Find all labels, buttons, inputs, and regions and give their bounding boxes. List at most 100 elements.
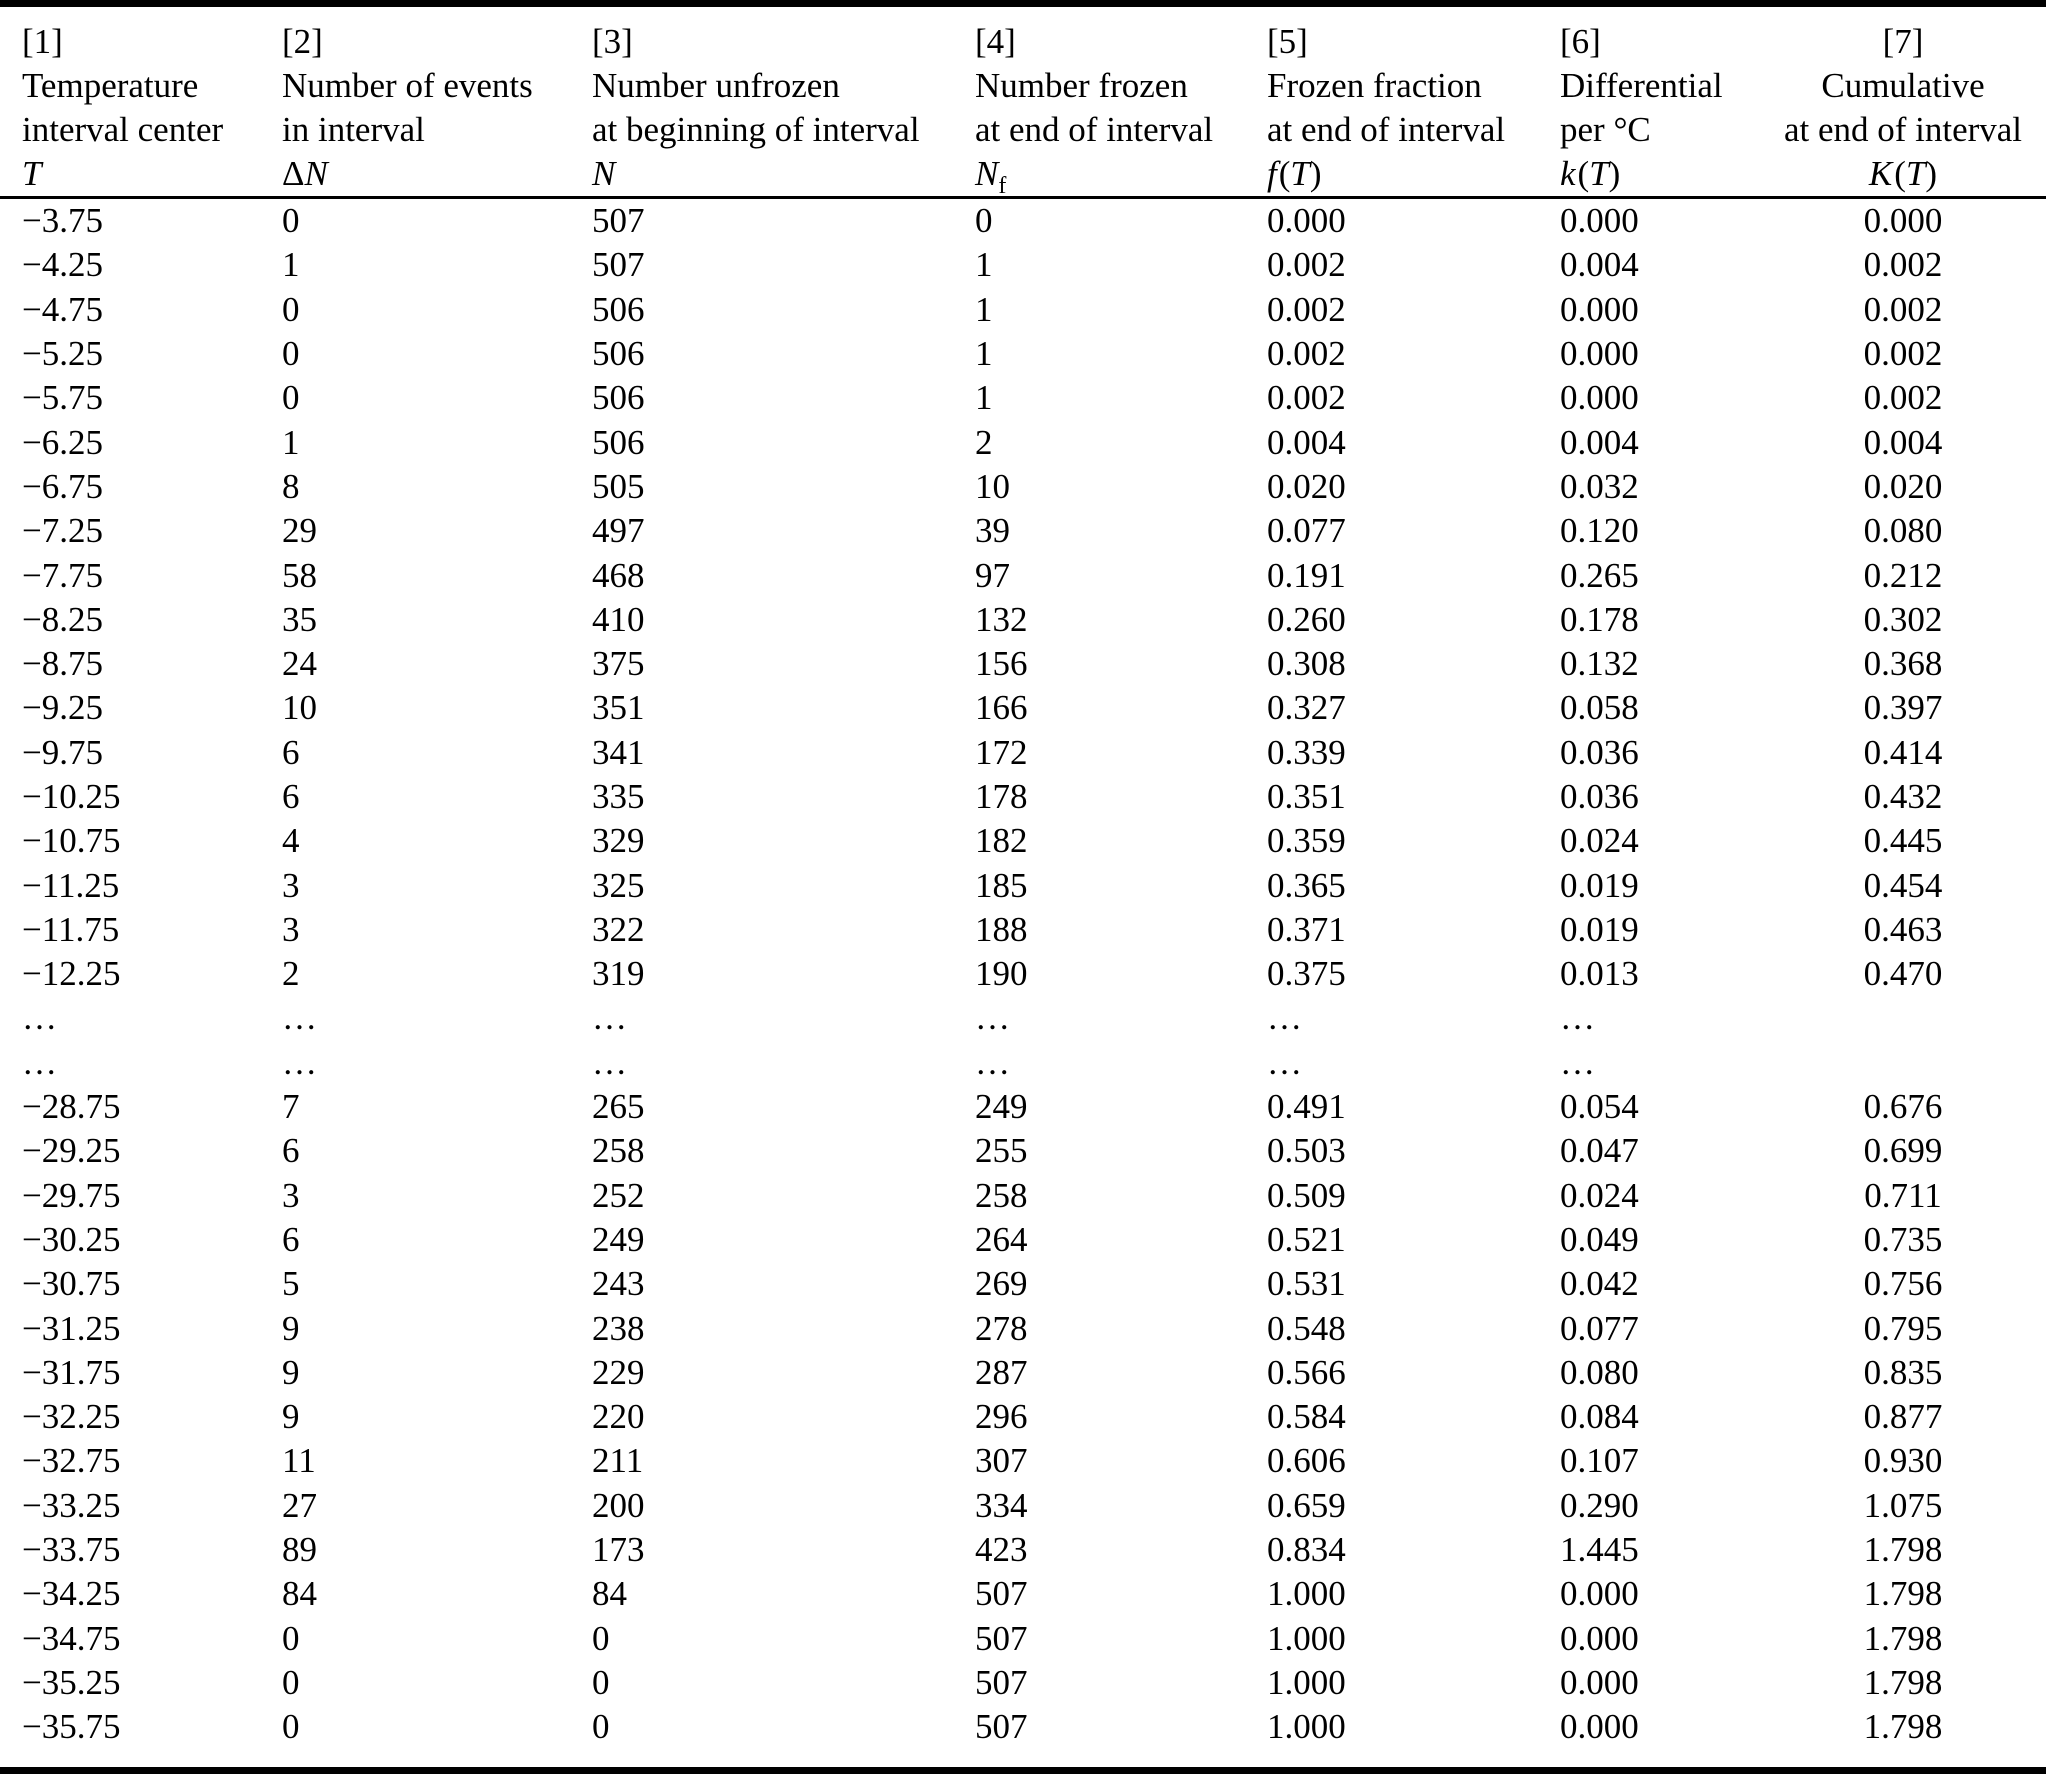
cell-col6: 0.000 — [1560, 1662, 1639, 1702]
cell-col1: −7.25 — [22, 511, 103, 551]
cell-col3: 84 — [592, 1574, 627, 1614]
cell-col1: … — [22, 1042, 61, 1082]
cell-col3: 468 — [592, 555, 645, 595]
column-title-line: Differential — [1560, 66, 1723, 105]
cell-col5: 0.191 — [1267, 555, 1346, 595]
table-row: −5.75 0 506 1 0.002 0.000 0.002 — [0, 376, 2046, 420]
table-row: −7.25 29 497 39 0.077 0.120 0.080 — [0, 509, 2046, 553]
cell-col3: 0 — [592, 1618, 610, 1658]
cell-col3: 173 — [592, 1530, 645, 1570]
cell-col1: −4.75 — [22, 289, 103, 329]
cell-col7: 0.397 — [1863, 688, 1943, 728]
cell-col3: 265 — [592, 1087, 645, 1127]
table-row: −33.25 27 200 334 0.659 0.290 1.075 — [0, 1484, 2046, 1528]
cell-col7: 1.798 — [1863, 1662, 1943, 1702]
cell-col3: 238 — [592, 1308, 645, 1348]
table-row: ……………… — [0, 1041, 2046, 1085]
cell-col7: 0.676 — [1863, 1087, 1943, 1127]
cell-col5: 0.327 — [1267, 688, 1346, 728]
cell-col1: −31.75 — [22, 1352, 121, 1392]
cell-col6: 0.019 — [1560, 865, 1639, 905]
cell-col5: 0.308 — [1267, 644, 1346, 684]
table-row: −34.25 84 84 507 1.000 0.000 1.798 — [0, 1572, 2046, 1616]
cell-col4: 178 — [975, 777, 1028, 816]
table-row: −31.75 9 229 287 0.566 0.080 0.835 — [0, 1351, 2046, 1395]
column-title-line: Number frozen — [975, 66, 1188, 105]
cell-col5: 0.606 — [1267, 1441, 1346, 1481]
cell-col1: −11.25 — [22, 865, 120, 905]
cell-col5: 1.000 — [1267, 1618, 1346, 1658]
table-top-rule — [0, 0, 2046, 7]
column-symbol: fT — [1267, 152, 1560, 196]
cell-col2: 0 — [282, 378, 300, 418]
cell-col5: 1.000 — [1267, 1662, 1346, 1702]
cell-col7: 0.877 — [1863, 1397, 1943, 1437]
table-header-rule — [0, 196, 2046, 199]
table-row: −6.25 1 506 2 0.004 0.004 0.004 — [0, 420, 2046, 464]
cell-col2: 8 — [282, 466, 300, 506]
column-title-line: at end of interval — [975, 110, 1214, 149]
cell-col1: −33.25 — [22, 1485, 121, 1525]
cell-col4: 269 — [975, 1264, 1028, 1304]
cell-col4: 185 — [975, 865, 1028, 905]
cell-col5: 0.503 — [1267, 1131, 1346, 1171]
cell-col7: 0.699 — [1863, 1131, 1943, 1171]
cell-col3: 220 — [592, 1397, 645, 1437]
cell-col2: 1 — [282, 245, 300, 285]
table-header: [1] Temperature interval center T [2] Nu… — [0, 7, 2046, 199]
cell-col7: 0.835 — [1863, 1352, 1943, 1392]
cell-col6: 0.000 — [1560, 201, 1639, 241]
cell-col1: −35.25 — [22, 1662, 121, 1702]
cell-col4: 334 — [975, 1485, 1028, 1525]
cell-col7: 0.002 — [1863, 378, 1943, 418]
column-header-temperature: [1] Temperature interval center T — [0, 20, 282, 196]
cell-col1: −32.75 — [22, 1441, 121, 1481]
column-tag: [7] — [1882, 22, 1924, 61]
column-title-line: Number of events — [282, 66, 533, 105]
cell-col2: 6 — [282, 732, 300, 772]
cell-col5: 0.002 — [1267, 289, 1346, 329]
cell-col7: 0.302 — [1863, 599, 1943, 639]
cell-col1: −9.75 — [22, 732, 103, 772]
cell-col4: 132 — [975, 599, 1028, 639]
cell-col5: 0.521 — [1267, 1219, 1346, 1259]
cell-col7: 0.368 — [1863, 644, 1943, 684]
column-header-unfrozen: [3] Number unfrozen at beginning of inte… — [592, 20, 975, 196]
cell-col4: 1 — [975, 378, 993, 418]
cell-col4: 182 — [975, 821, 1028, 861]
cell-col1: −3.75 — [22, 201, 103, 241]
data-table: −3.75 0 507 0 0.000 0.000 0.000 −4.25 1 507 1 0.002… — [0, 199, 2046, 1749]
cell-col6: 0.058 — [1560, 688, 1639, 728]
cell-col6: 0.290 — [1560, 1485, 1639, 1525]
cell-col2: … — [282, 1042, 321, 1082]
cell-col5: 1.000 — [1267, 1574, 1346, 1614]
table-row: −11.75 3 322 188 0.371 0.019 0.463 — [0, 908, 2046, 952]
table-row: −8.25 35 410 132 0.260 0.178 0.302 — [0, 598, 2046, 642]
cell-col2: 7 — [282, 1087, 300, 1127]
cell-col4: 507 — [975, 1574, 1028, 1614]
cell-col1: −29.25 — [22, 1131, 121, 1171]
cell-col3: 252 — [592, 1175, 645, 1215]
cell-col5: … — [1267, 998, 1306, 1038]
cell-col4: 156 — [975, 644, 1028, 684]
cell-col2: 3 — [282, 909, 300, 949]
cell-col6: 0.013 — [1560, 954, 1639, 994]
cell-col7: 0.454 — [1863, 865, 1943, 905]
table-row: −30.75 5 243 269 0.531 0.042 0.756 — [0, 1262, 2046, 1306]
table-row: −12.25 2 319 190 0.375 0.013 0.470 — [0, 952, 2046, 996]
cell-col4: 507 — [975, 1707, 1028, 1747]
cell-col6: 0.042 — [1560, 1264, 1639, 1304]
cell-col2: 9 — [282, 1308, 300, 1348]
column-header-frozen-fraction: [5] Frozen fraction at end of interval f… — [1267, 20, 1560, 196]
column-tag: [3] — [592, 22, 633, 61]
cell-col6: 0.132 — [1560, 644, 1639, 684]
column-title-line: at end of interval — [1267, 110, 1506, 149]
table-row: −29.75 3 252 258 0.509 0.024 0.711 — [0, 1174, 2046, 1218]
cell-col2: 35 — [282, 599, 317, 639]
cell-col6: 0.000 — [1560, 289, 1639, 329]
cell-col5: 0.371 — [1267, 909, 1346, 949]
column-title-line: interval center — [22, 110, 224, 149]
cell-col4: 39 — [975, 511, 1010, 551]
cell-col4: 249 — [975, 1087, 1028, 1127]
